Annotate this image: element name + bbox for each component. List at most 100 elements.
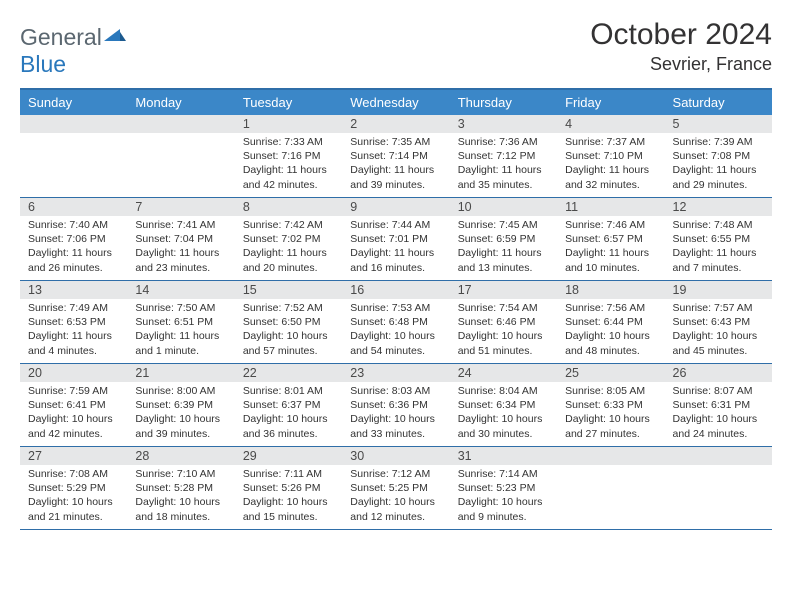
daylight-text: Daylight: 10 hours and 9 minutes. — [458, 495, 549, 523]
sunset-text: Sunset: 7:06 PM — [28, 232, 119, 246]
dayname-tue: Tuesday — [235, 90, 342, 115]
day-details: Sunrise: 7:53 AMSunset: 6:48 PMDaylight:… — [342, 299, 449, 363]
day-details: Sunrise: 8:05 AMSunset: 6:33 PMDaylight:… — [557, 382, 664, 446]
day-details: Sunrise: 7:48 AMSunset: 6:55 PMDaylight:… — [665, 216, 772, 280]
calendar-cell: 6Sunrise: 7:40 AMSunset: 7:06 PMDaylight… — [20, 198, 127, 280]
daylight-text: Daylight: 11 hours and 13 minutes. — [458, 246, 549, 274]
day-details: Sunrise: 8:04 AMSunset: 6:34 PMDaylight:… — [450, 382, 557, 446]
daylight-text: Daylight: 10 hours and 21 minutes. — [28, 495, 119, 523]
sunrise-text: Sunrise: 7:45 AM — [458, 218, 549, 232]
calendar-cell: 28Sunrise: 7:10 AMSunset: 5:28 PMDayligh… — [127, 447, 234, 529]
sunset-text: Sunset: 6:36 PM — [350, 398, 441, 412]
day-number: 18 — [557, 281, 664, 299]
sunrise-text: Sunrise: 7:59 AM — [28, 384, 119, 398]
sunrise-text: Sunrise: 8:07 AM — [673, 384, 764, 398]
sunset-text: Sunset: 6:31 PM — [673, 398, 764, 412]
calendar-cell: 17Sunrise: 7:54 AMSunset: 6:46 PMDayligh… — [450, 281, 557, 363]
calendar-cell: 29Sunrise: 7:11 AMSunset: 5:26 PMDayligh… — [235, 447, 342, 529]
day-number: 26 — [665, 364, 772, 382]
day-details: Sunrise: 7:36 AMSunset: 7:12 PMDaylight:… — [450, 133, 557, 197]
day-details — [20, 133, 127, 140]
sunset-text: Sunset: 5:26 PM — [243, 481, 334, 495]
calendar-cell: 11Sunrise: 7:46 AMSunset: 6:57 PMDayligh… — [557, 198, 664, 280]
day-details: Sunrise: 7:14 AMSunset: 5:23 PMDaylight:… — [450, 465, 557, 529]
day-number: 7 — [127, 198, 234, 216]
calendar-row: 1Sunrise: 7:33 AMSunset: 7:16 PMDaylight… — [20, 115, 772, 198]
day-number: 6 — [20, 198, 127, 216]
sunset-text: Sunset: 6:48 PM — [350, 315, 441, 329]
sunrise-text: Sunrise: 8:03 AM — [350, 384, 441, 398]
day-details: Sunrise: 7:46 AMSunset: 6:57 PMDaylight:… — [557, 216, 664, 280]
day-details: Sunrise: 7:33 AMSunset: 7:16 PMDaylight:… — [235, 133, 342, 197]
logo-word1: General — [20, 24, 102, 50]
calendar: Sunday Monday Tuesday Wednesday Thursday… — [20, 88, 772, 530]
logo-word2: Blue — [20, 51, 66, 77]
sunrise-text: Sunrise: 7:42 AM — [243, 218, 334, 232]
sunrise-text: Sunrise: 7:46 AM — [565, 218, 656, 232]
calendar-row: 20Sunrise: 7:59 AMSunset: 6:41 PMDayligh… — [20, 364, 772, 447]
day-details: Sunrise: 7:57 AMSunset: 6:43 PMDaylight:… — [665, 299, 772, 363]
sunset-text: Sunset: 6:37 PM — [243, 398, 334, 412]
calendar-cell: 18Sunrise: 7:56 AMSunset: 6:44 PMDayligh… — [557, 281, 664, 363]
day-details: Sunrise: 7:08 AMSunset: 5:29 PMDaylight:… — [20, 465, 127, 529]
daylight-text: Daylight: 10 hours and 33 minutes. — [350, 412, 441, 440]
day-number: 30 — [342, 447, 449, 465]
sunrise-text: Sunrise: 8:04 AM — [458, 384, 549, 398]
calendar-cell — [665, 447, 772, 529]
day-number: 25 — [557, 364, 664, 382]
day-number: 29 — [235, 447, 342, 465]
daylight-text: Daylight: 11 hours and 29 minutes. — [673, 163, 764, 191]
day-details: Sunrise: 7:44 AMSunset: 7:01 PMDaylight:… — [342, 216, 449, 280]
sunset-text: Sunset: 6:55 PM — [673, 232, 764, 246]
daylight-text: Daylight: 11 hours and 32 minutes. — [565, 163, 656, 191]
day-details — [665, 465, 772, 472]
calendar-cell: 20Sunrise: 7:59 AMSunset: 6:41 PMDayligh… — [20, 364, 127, 446]
day-number: 1 — [235, 115, 342, 133]
page-header: GeneralBlue October 2024 Sevrier, France — [20, 18, 772, 78]
sunrise-text: Sunrise: 7:40 AM — [28, 218, 119, 232]
day-details: Sunrise: 7:39 AMSunset: 7:08 PMDaylight:… — [665, 133, 772, 197]
daylight-text: Daylight: 10 hours and 45 minutes. — [673, 329, 764, 357]
sunset-text: Sunset: 7:10 PM — [565, 149, 656, 163]
sunrise-text: Sunrise: 7:57 AM — [673, 301, 764, 315]
calendar-cell: 23Sunrise: 8:03 AMSunset: 6:36 PMDayligh… — [342, 364, 449, 446]
sunset-text: Sunset: 5:28 PM — [135, 481, 226, 495]
day-details — [127, 133, 234, 140]
sunrise-text: Sunrise: 7:35 AM — [350, 135, 441, 149]
daylight-text: Daylight: 11 hours and 23 minutes. — [135, 246, 226, 274]
day-number: 21 — [127, 364, 234, 382]
day-number: 20 — [20, 364, 127, 382]
sunset-text: Sunset: 6:43 PM — [673, 315, 764, 329]
calendar-body: 1Sunrise: 7:33 AMSunset: 7:16 PMDaylight… — [20, 115, 772, 530]
day-details: Sunrise: 8:07 AMSunset: 6:31 PMDaylight:… — [665, 382, 772, 446]
sunrise-text: Sunrise: 7:54 AM — [458, 301, 549, 315]
sunrise-text: Sunrise: 7:53 AM — [350, 301, 441, 315]
daylight-text: Daylight: 10 hours and 42 minutes. — [28, 412, 119, 440]
sunset-text: Sunset: 6:57 PM — [565, 232, 656, 246]
month-title: October 2024 — [590, 18, 772, 52]
day-number: 9 — [342, 198, 449, 216]
dayname-sat: Saturday — [665, 90, 772, 115]
daylight-text: Daylight: 11 hours and 42 minutes. — [243, 163, 334, 191]
sunrise-text: Sunrise: 7:08 AM — [28, 467, 119, 481]
daylight-text: Daylight: 10 hours and 36 minutes. — [243, 412, 334, 440]
day-details: Sunrise: 7:37 AMSunset: 7:10 PMDaylight:… — [557, 133, 664, 197]
sunset-text: Sunset: 7:04 PM — [135, 232, 226, 246]
sunset-text: Sunset: 6:50 PM — [243, 315, 334, 329]
sunset-text: Sunset: 6:53 PM — [28, 315, 119, 329]
day-details: Sunrise: 7:35 AMSunset: 7:14 PMDaylight:… — [342, 133, 449, 197]
daylight-text: Daylight: 10 hours and 24 minutes. — [673, 412, 764, 440]
calendar-cell: 24Sunrise: 8:04 AMSunset: 6:34 PMDayligh… — [450, 364, 557, 446]
day-details: Sunrise: 8:03 AMSunset: 6:36 PMDaylight:… — [342, 382, 449, 446]
day-details: Sunrise: 7:59 AMSunset: 6:41 PMDaylight:… — [20, 382, 127, 446]
sunrise-text: Sunrise: 7:44 AM — [350, 218, 441, 232]
day-details: Sunrise: 7:40 AMSunset: 7:06 PMDaylight:… — [20, 216, 127, 280]
day-details: Sunrise: 7:42 AMSunset: 7:02 PMDaylight:… — [235, 216, 342, 280]
day-details: Sunrise: 7:45 AMSunset: 6:59 PMDaylight:… — [450, 216, 557, 280]
day-number: 15 — [235, 281, 342, 299]
logo: GeneralBlue — [20, 18, 126, 78]
calendar-cell — [20, 115, 127, 197]
day-number — [665, 447, 772, 465]
sunrise-text: Sunrise: 7:56 AM — [565, 301, 656, 315]
sunset-text: Sunset: 7:12 PM — [458, 149, 549, 163]
